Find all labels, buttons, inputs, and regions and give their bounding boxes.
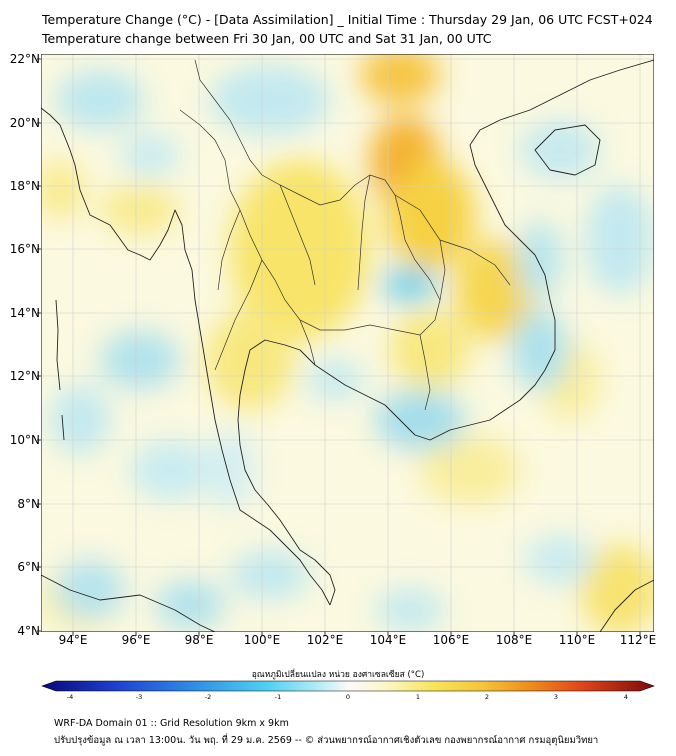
lat-label-20n: 20°N (9, 116, 40, 130)
lon-label-106e: 106°E (432, 633, 470, 647)
lon-label-98e: 98°E (184, 633, 214, 647)
colorbar-tick: -2 (204, 693, 212, 701)
lat-label-8n: 8°N (17, 497, 40, 511)
lon-label-102e: 102°E (306, 633, 344, 647)
temperature-field (41, 54, 654, 632)
lat-label-22n: 22°N (9, 52, 40, 66)
lon-label-96e: 96°E (121, 633, 151, 647)
lat-label-16n: 16°N (9, 242, 40, 256)
colorbar-tick: 4 (623, 693, 629, 701)
lon-label-94e: 94°E (58, 633, 88, 647)
lon-label-104e: 104°E (369, 633, 407, 647)
colorbar-tick: 3 (553, 693, 559, 701)
lat-label-10n: 10°N (9, 433, 40, 447)
lon-label-112e: 112°E (619, 633, 657, 647)
colorbar-tick: -4 (66, 693, 74, 701)
lat-label-6n: 6°N (17, 560, 40, 574)
footer-model-info: WRF-DA Domain 01 :: Grid Resolution 9km … (54, 718, 289, 729)
map-title-line-1: Temperature Change (°C) - [Data Assimila… (42, 12, 653, 27)
axis-ticks (37, 58, 641, 636)
footer-credit: ปรับปรุงข้อมูล ณ เวลา 13:00น. วัน พฤ. ที… (54, 735, 599, 746)
colorbar-label: อุณหภูมิเปลี่ยนแปลง หน่วย องศาเซลเซียส (… (251, 670, 425, 680)
colorbar-tick: 1 (415, 693, 421, 701)
lat-label-14n: 14°N (9, 306, 40, 320)
colorbar-tick: -1 (274, 693, 282, 701)
lon-label-108e: 108°E (495, 633, 533, 647)
colorbar (41, 680, 655, 692)
country-borders (179, 59, 511, 411)
lat-label-12n: 12°N (9, 369, 40, 383)
colorbar-tick: 2 (484, 693, 490, 701)
lon-label-110e: 110°E (558, 633, 596, 647)
colorbar-tick: -3 (135, 693, 143, 701)
coastlines (41, 59, 654, 632)
lat-label-4n: 4°N (17, 624, 40, 638)
lat-label-18n: 18°N (9, 179, 40, 193)
lon-label-100e: 100°E (243, 633, 281, 647)
colorbar-tick: 0 (345, 693, 351, 701)
map-title-line-2: Temperature change between Fri 30 Jan, 0… (42, 31, 492, 46)
lat-lon-grid (41, 54, 654, 632)
